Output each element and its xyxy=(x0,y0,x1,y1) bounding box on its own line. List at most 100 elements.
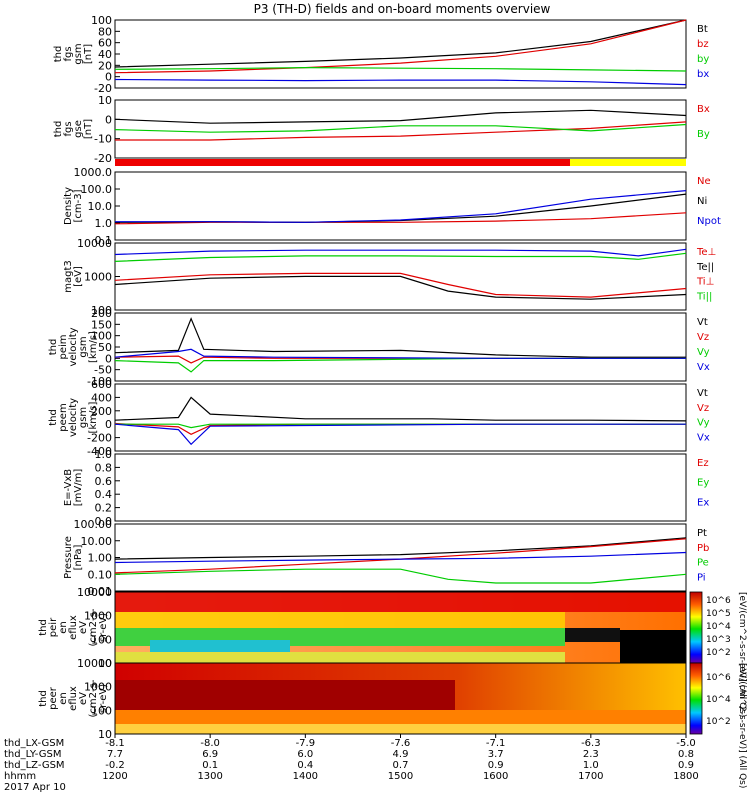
fgs-perp-ylabel: [nT] xyxy=(83,119,94,139)
footer-value: 6.9 xyxy=(202,749,218,760)
peir-spec-ytick-label: 10 xyxy=(98,657,112,670)
pressure-ytick-label: 1.00 xyxy=(88,552,113,565)
fgs-mag-ylabel: fgs xyxy=(63,46,74,61)
temperature-ytick-label: 10000 xyxy=(77,237,112,250)
footer-value: 2.3 xyxy=(583,749,599,760)
colorbar-top-tick-5: 10^2 xyxy=(706,648,731,658)
status-bar-yellow xyxy=(570,159,686,166)
fgs-mag-series-0 xyxy=(114,19,687,68)
peem-vel-legend-1: Vz xyxy=(697,403,709,414)
footer-value: 0.1 xyxy=(202,760,218,771)
density-ylabel: Density xyxy=(63,187,74,225)
peem-vel-ytick-label: 400 xyxy=(91,391,112,404)
efield-ytick-label: 0.8 xyxy=(95,461,113,474)
efield-ytick-label: 0.4 xyxy=(95,488,113,501)
density-ytick-label: 10.0 xyxy=(88,200,113,213)
peim-vel-ytick-label: 200 xyxy=(91,307,112,320)
peem-vel-ylabel: velocity xyxy=(68,398,79,437)
peer-spectrogram xyxy=(114,662,687,735)
peim-vel-ytick-label: 150 xyxy=(91,318,112,331)
fgs-mag-series-3 xyxy=(114,78,687,86)
temperature-ytick-label: 1000 xyxy=(84,271,112,284)
peim-vel-ytick-label: 0 xyxy=(105,352,112,365)
footer-value: 3.7 xyxy=(488,749,504,760)
peer-spec-ylabel: (cm2-s- xyxy=(88,679,99,717)
figure-title: P3 (TH-D) fields and on-board moments ov… xyxy=(254,2,551,16)
colorbar-top: 10^6 10^5 10^4 10^3 10^2 xyxy=(689,591,731,664)
peim-vel-legend-3: Vx xyxy=(697,362,710,373)
peer-spec-ylabel: sr-eV) xyxy=(98,684,109,713)
footer-value: 1200 xyxy=(102,771,127,782)
peer-band-yellow xyxy=(115,724,686,734)
peim-vel-ytick-label: 100 xyxy=(91,330,112,343)
peim-vel-ytick-label: -100 xyxy=(87,375,112,388)
peem-vel-legend-2: Vy xyxy=(697,418,710,429)
peir-band-lowyellow xyxy=(115,652,565,663)
pressure-legend-3: Pi xyxy=(697,572,706,583)
peer-spec-ytick-label: 100 xyxy=(91,704,112,717)
efield-legend-2: Ex xyxy=(697,497,709,508)
footer-value: 4.9 xyxy=(393,749,409,760)
footer-label-date: 2017 Apr 10 xyxy=(4,782,66,793)
peem-vel-series-3 xyxy=(114,423,686,446)
pressure-ytick-label: 100.00 xyxy=(74,518,113,531)
fgs-mag-ylabel: gsm xyxy=(73,43,84,64)
peem-vel-ylabel: [km/s] xyxy=(88,401,99,433)
peem-vel-frame xyxy=(114,383,687,452)
density-ytick-label: 1000.0 xyxy=(74,166,113,179)
peem-vel-series-0 xyxy=(114,396,687,422)
peir-spec-ylabel: sr-eV) xyxy=(98,613,109,642)
temperature-series-2 xyxy=(114,272,687,298)
footer: thd_LX-GSM thd_LY-GSM thd_LZ-GSM hhmm 20… xyxy=(4,734,699,793)
peir-black-region xyxy=(620,630,686,663)
peem-vel-ylabel: gsm xyxy=(78,407,89,428)
peir-spec-ylabel: peir xyxy=(48,617,59,637)
fgs-perp-ytick-label: -10 xyxy=(94,133,112,146)
fgs-perp-series-0 xyxy=(114,109,687,124)
colorbar-bottom-tick-1: 10^6 xyxy=(706,673,731,683)
peer-spec-ylabel: en xyxy=(58,692,69,705)
fgs-perp-ytick-label: 10 xyxy=(98,94,112,107)
fgs-mag-legend-2: by xyxy=(697,54,709,65)
footer-label-lz: thd_LZ-GSM xyxy=(4,760,65,771)
fgs-perp-ylabel: gse xyxy=(73,120,84,138)
peim-vel-series-2 xyxy=(114,357,686,373)
peim-vel-frame xyxy=(114,312,687,382)
peim-vel-series-0 xyxy=(114,317,686,358)
peem-vel-ylabel: peem xyxy=(58,403,69,431)
peim-vel-series-3 xyxy=(114,348,686,359)
fgs-mag-frame xyxy=(114,19,687,89)
peir-spec-ytick-label: 10000 xyxy=(77,586,112,599)
colorbar-label-top: [eV/(cm^2-s-sr-eV)] (All Qs) xyxy=(737,592,747,717)
footer-value: -6.3 xyxy=(581,738,601,749)
footer-value: -7.6 xyxy=(391,738,411,749)
footer-value: -7.1 xyxy=(486,738,506,749)
fgs-perp-ylabel: fgs xyxy=(63,121,74,136)
pressure-ytick-label: 10.00 xyxy=(81,535,113,548)
peim-vel-ylabel: peim xyxy=(58,334,69,359)
footer-value: -8.1 xyxy=(105,738,125,749)
peir-spec-ylabel: thd xyxy=(38,619,49,636)
temperature-series-0 xyxy=(114,248,687,257)
colorbar-top-tick-4: 10^3 xyxy=(706,635,731,645)
footer-values: -8.17.7-0.21200-8.06.90.11300-7.96.00.41… xyxy=(102,734,699,782)
peir-spec-ylabel: eflux xyxy=(68,615,79,640)
peim-vel-ytick-label: -50 xyxy=(94,364,112,377)
footer-value: 0.4 xyxy=(297,760,313,771)
pressure-series-3 xyxy=(114,551,687,564)
footer-value: 1700 xyxy=(578,771,603,782)
pressure-ytick-label: 0.01 xyxy=(88,585,113,598)
peem-vel-ytick-label: 0 xyxy=(105,418,112,431)
peer-spec-ytick-label: 10000 xyxy=(77,657,112,670)
pressure-series-2 xyxy=(114,568,687,584)
footer-value: 1.0 xyxy=(583,760,599,771)
fgs-mag-ytick-label: 80 xyxy=(98,25,112,38)
peir-spec-ylabel: (cm2-s- xyxy=(88,608,99,646)
footer-value: 0.8 xyxy=(678,749,694,760)
footer-value: 1600 xyxy=(483,771,508,782)
pressure-ytick-label: 0.10 xyxy=(88,568,113,581)
temperature-legend-1: Te|| xyxy=(696,262,714,273)
fgs-mag-ytick-label: 60 xyxy=(98,37,112,50)
footer-value: -7.9 xyxy=(296,738,316,749)
